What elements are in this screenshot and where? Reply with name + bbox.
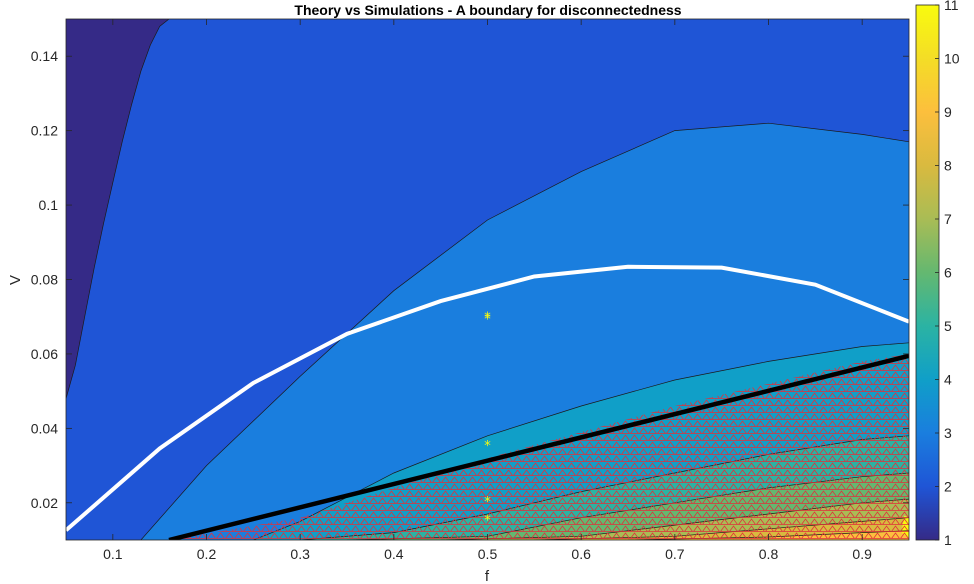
simulation-points: *****: [484, 311, 491, 529]
y-tick-label: 0.04: [31, 420, 58, 436]
plot-area: *****: [66, 19, 909, 540]
x-tick-label: 0.5: [478, 546, 498, 562]
x-tick-label: 0.4: [384, 546, 404, 562]
contour-fill-level-1: [66, 19, 169, 399]
colorbar-tick-label: 9: [944, 104, 952, 120]
colorbar-tick-label: 2: [944, 479, 952, 495]
y-tick-label: 0.14: [31, 48, 58, 64]
x-axis-ticks: 0.1 0.2 0.3 0.4 0.5 0.6 0.7 0.8 0.9: [103, 19, 872, 562]
contour-line-3-4: [253, 342, 909, 540]
y-tick-label: 0.08: [31, 272, 58, 288]
x-tick-label: 0.7: [665, 546, 685, 562]
colorbar-tick-label: 10: [944, 51, 960, 67]
x-tick-label: 0.9: [852, 546, 872, 562]
y-axis-ticks: 0.02 0.04 0.06 0.08 0.1 0.12 0.14: [31, 48, 909, 511]
colorbar-tick-label: 1: [944, 532, 952, 548]
y-tick-label: 0.1: [39, 197, 59, 213]
chart-title: Theory vs Simulations - A boundary for d…: [294, 2, 681, 18]
colorbar-tick-label: 8: [944, 158, 952, 174]
y-axis-label: V: [7, 275, 24, 285]
colorbar: 1 2 3 4 5 6 7 8 9 10 11: [915, 0, 960, 548]
simulation-point: *: [484, 311, 491, 326]
y-tick-label: 0.12: [31, 123, 58, 139]
y-tick-label: 0.06: [31, 346, 58, 362]
colorbar-tick-label: 6: [944, 265, 952, 281]
contour-line-1-2: [66, 19, 170, 399]
theory-line-black: [168, 353, 909, 540]
y-tick-label: 0.02: [31, 495, 58, 511]
colorbar-tick-label: 4: [944, 372, 952, 388]
x-tick-label: 0.8: [759, 546, 779, 562]
colorbar-tick-label: 11: [944, 0, 959, 13]
x-tick-label: 0.3: [290, 546, 310, 562]
colorbar-tick-label: 3: [944, 425, 952, 441]
x-axis-label: f: [485, 568, 490, 584]
simulation-point: *: [484, 439, 491, 454]
colorbar-tick-label: 5: [944, 318, 952, 334]
simulation-point: *: [484, 514, 491, 529]
x-tick-label: 0.1: [103, 546, 123, 562]
x-tick-label: 0.6: [571, 546, 591, 562]
theory-curve-white: [66, 264, 909, 532]
simulation-point: *: [484, 495, 491, 510]
x-tick-label: 0.2: [197, 546, 217, 562]
colorbar-tick-label: 7: [944, 211, 952, 227]
contour-line-2-3: [140, 122, 909, 540]
colorbar-ticks: 1 2 3 4 5 6 7 8 9 10 11: [935, 0, 960, 548]
simulation-point: *: [484, 313, 491, 328]
